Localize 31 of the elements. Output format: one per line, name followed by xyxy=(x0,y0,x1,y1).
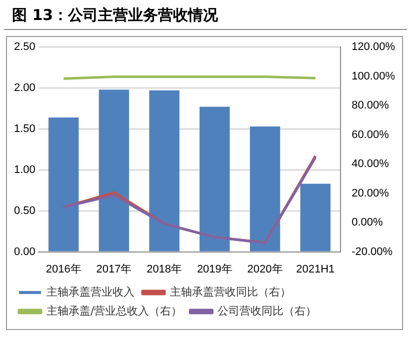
x-tick-label: 2018年 xyxy=(146,263,182,276)
y2-tick-label: 40.00% xyxy=(352,158,390,170)
bar xyxy=(98,90,130,252)
x-tick-label: 2020年 xyxy=(247,263,283,276)
y2-tick-label: 20.00% xyxy=(352,187,390,200)
bar xyxy=(149,90,180,252)
legend-label: 主轴承盖营业收入 xyxy=(46,285,134,298)
x-tick-label: 2021H1 xyxy=(296,263,335,276)
x-tick-label: 2017年 xyxy=(96,263,132,276)
y-tick-label: 2.50 xyxy=(14,41,36,54)
chart-title: 图 13：公司主营业务营收情况 xyxy=(4,0,407,30)
y-tick-label: 2.00 xyxy=(14,82,36,94)
y2-tick-label: 120.00% xyxy=(352,41,396,54)
x-tick-label: 2016年 xyxy=(46,263,82,276)
y2-tick-label: -20.00% xyxy=(352,246,393,258)
bar xyxy=(300,184,331,252)
legend-label: 公司营收同比（右） xyxy=(218,304,317,318)
y2-tick-label: 80.00% xyxy=(352,100,390,112)
legend-label: 主轴承盖营收同比（右） xyxy=(170,285,291,298)
y2-tick-label: 60.00% xyxy=(352,128,390,141)
x-tick-label: 2019年 xyxy=(196,263,232,276)
bar xyxy=(200,106,230,252)
y-tick-label: 1.50 xyxy=(14,122,36,135)
y-tick-label: 0.00 xyxy=(14,246,36,258)
bar xyxy=(48,117,79,252)
y2-tick-label: 100.00% xyxy=(352,70,396,82)
y-tick-label: 1.00 xyxy=(14,164,36,176)
y-tick-label: 0.50 xyxy=(14,204,36,217)
y2-tick-label: 0.00% xyxy=(352,216,383,229)
bar xyxy=(250,126,280,252)
legend-label: 主轴承盖/营业总收入（右） xyxy=(46,304,182,318)
